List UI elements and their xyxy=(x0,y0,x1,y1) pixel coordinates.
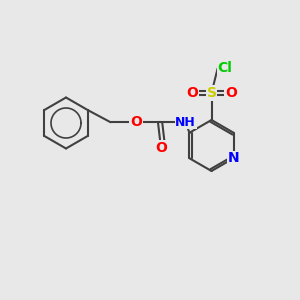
Text: N: N xyxy=(228,151,239,165)
Text: S: S xyxy=(206,86,217,100)
Text: O: O xyxy=(186,86,198,100)
Text: NH: NH xyxy=(175,116,196,129)
Text: O: O xyxy=(225,86,237,100)
Text: Cl: Cl xyxy=(218,61,232,74)
Text: O: O xyxy=(156,141,167,155)
Text: O: O xyxy=(130,115,142,129)
